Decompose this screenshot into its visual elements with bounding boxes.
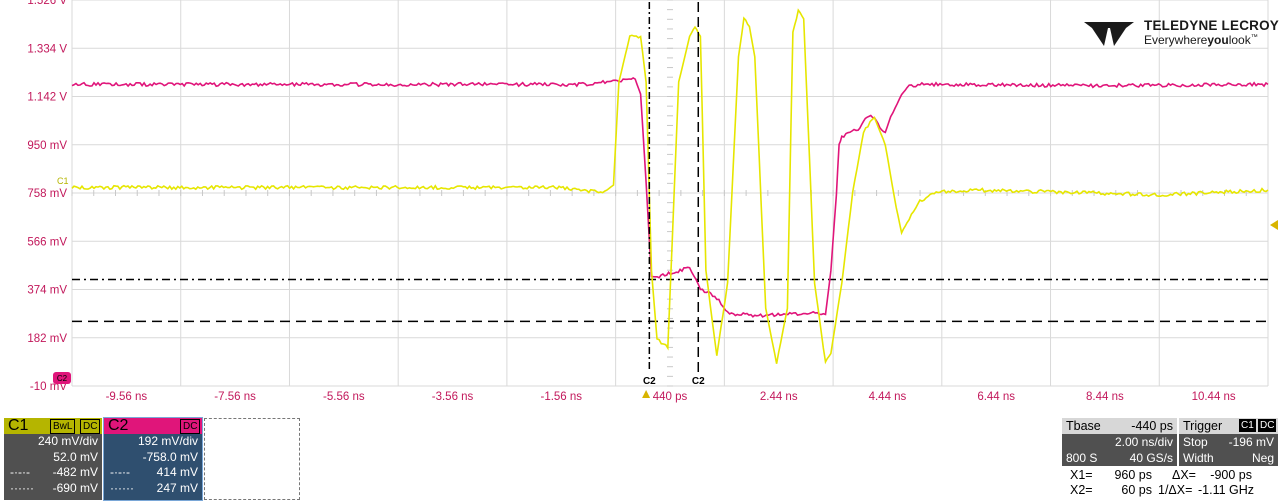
offset-row: -758.0 mV (142, 449, 198, 464)
cursor1-row: -·-·- -482 mV (10, 465, 98, 479)
dotted-line-icon: ······ (110, 480, 134, 495)
empty-channel-slot[interactable] (204, 418, 300, 500)
trigger-coupling-badge: DC (1258, 419, 1277, 432)
bw-limit-badge: BwL (50, 419, 76, 434)
coupling-badge: DC (80, 419, 101, 434)
y-tick-label: 1.526 V (27, 0, 67, 7)
x-tick-label: -1.56 ns (540, 391, 582, 403)
channel-c2-label: C2 (108, 417, 129, 434)
time-cursor-label: C2 (692, 376, 705, 387)
x-tick-label: 8.44 ns (1086, 391, 1124, 403)
c1-ref-label: C1 (57, 176, 69, 186)
channel-c1-label: C1 (8, 417, 29, 434)
trigger-header: Trigger C1 DC (1179, 418, 1278, 434)
traces (71, 8, 1269, 365)
dotted-line-icon: ······ (10, 480, 34, 495)
x-axis: -9.56 ns -7.56 ns -5.56 ns -3.56 ns -1.56 ns… (106, 391, 1236, 403)
trigger-mode-row: Stop -196 mV (1183, 435, 1274, 449)
timebase-sample-row: 800 S 40 GS/s (1066, 451, 1173, 465)
channel-c2-panel[interactable]: C2 DC 192 mV/div -758.0 mV -·-·- 414 mV ·… (103, 417, 203, 501)
markers: C1 C2 (53, 176, 1278, 398)
y-tick-label: 182 mV (27, 333, 67, 345)
timebase-header: Tbase -440 ps (1062, 418, 1177, 434)
y-tick-label: 374 mV (27, 285, 67, 297)
y-tick-label: 1.142 V (27, 92, 67, 104)
x-tick-label: 6.44 ns (977, 391, 1015, 403)
y-tick-label: 758 mV (27, 188, 67, 200)
brand-tagline: Everywhereyoulook™ (1144, 33, 1258, 47)
offset-row: 52.0 mV (53, 449, 98, 464)
dashdot-line-icon: -·-·- (10, 465, 30, 479)
grid (71, 0, 1269, 387)
cursor-readout: X1= 960 ps ΔX= -900 ps X2= 60 ps 1/ΔX= -… (1070, 468, 1255, 497)
cursor2-row: ······ 247 mV (110, 480, 198, 495)
x-tick-label: -9.56 ns (106, 391, 148, 403)
waveform-display: 1.526 V 1.334 V 1.142 V 950 mV 758 mV 566 mV 3… (27, 0, 1278, 403)
y-tick-label: 950 mV (27, 140, 67, 152)
trigger-source-badge: C1 (1239, 419, 1256, 432)
x-tick-label: 440 ps (653, 391, 688, 403)
y-tick-label: 1.334 V (27, 43, 67, 55)
trace-c1 (71, 8, 1269, 365)
channel-c1-header[interactable]: C1 BwL DC (4, 418, 102, 434)
x-tick-label: 10.44 ns (1192, 391, 1236, 403)
time-cursors[interactable]: C2 C2 (643, 2, 705, 387)
x-tick-label: 2.44 ns (760, 391, 798, 403)
x-tick-label: 4.44 ns (869, 391, 907, 403)
x-tick-label: -7.56 ns (214, 391, 256, 403)
trigger-type-row: Width Neg (1183, 451, 1274, 465)
cursor1-row: -·-·- 414 mV (110, 465, 198, 479)
vdiv-row: 192 mV/div (137, 434, 198, 448)
c2-ground-marker (53, 372, 71, 384)
x-tick-label: -5.56 ns (323, 391, 365, 403)
timebase-panel[interactable]: Tbase -440 ps 2.00 ns/div 800 S 40 GS/s (1062, 418, 1177, 466)
timebase-div-row: 2.00 ns/div (1114, 435, 1173, 449)
y-axis: 1.526 V 1.334 V 1.142 V 950 mV 758 mV 566 mV 3… (27, 0, 67, 393)
y-tick-label: 566 mV (27, 236, 67, 248)
time-cursor-label: C2 (643, 376, 656, 387)
dashdot-line-icon: -·-·- (110, 465, 130, 479)
coupling-badge: DC (180, 419, 201, 434)
cursor2-row: ······ -690 mV (10, 480, 98, 495)
x-tick-label: -3.56 ns (432, 391, 474, 403)
vdiv-row: 240 mV/div (37, 434, 98, 448)
trace-c2 (71, 76, 1269, 318)
c2-ground-label: C2 (57, 374, 68, 383)
trigger-panel[interactable]: Trigger C1 DC Stop -196 mV Width Neg (1179, 418, 1278, 466)
trigger-level-marker (1270, 220, 1278, 230)
lecroy-logo-icon (1084, 22, 1134, 46)
channel-c1-panel[interactable]: C1 BwL DC 240 mV/div 52.0 mV -·-·- -482 m… (4, 418, 102, 500)
brand-name: TELEDYNE LECROY (1144, 18, 1280, 33)
teledyne-lecroy-logo: TELEDYNE LECROY Everywhereyoulook™ (1082, 16, 1279, 50)
channel-c2-header[interactable]: C2 DC (104, 418, 202, 434)
trigger-position-marker (642, 390, 651, 398)
